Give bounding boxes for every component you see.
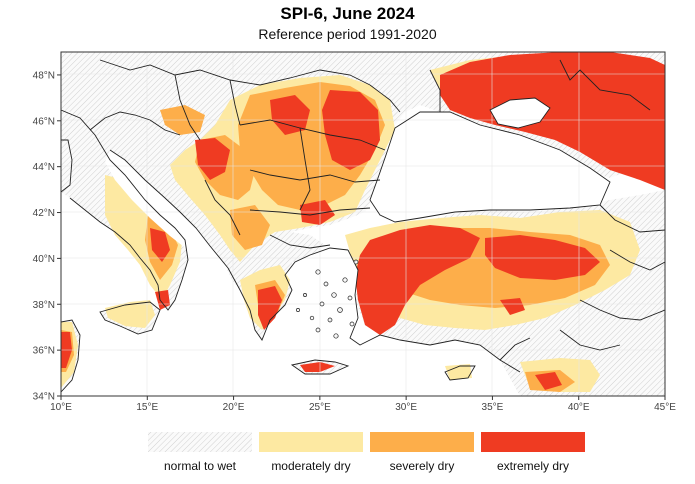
legend-label-normal-to-wet: normal to wet — [163, 459, 237, 473]
aegean-sea — [285, 248, 358, 352]
plot-frame — [60, 51, 666, 397]
legend — [148, 432, 585, 452]
legend-swatch-normal-to-wet — [148, 432, 252, 452]
legend-swatch-moderately-dry — [259, 432, 363, 452]
x-tick-label: 15°E — [136, 402, 158, 413]
legend-label-moderately-dry: moderately dry — [271, 459, 351, 473]
x-tick-label: 25°E — [309, 402, 331, 413]
sea-layer — [105, 98, 610, 352]
y-tick-label: 42°N — [33, 208, 55, 219]
legend-label-extremely-dry: extremely dry — [496, 459, 570, 473]
y-tick-label: 46°N — [33, 116, 55, 127]
legend-label-severely-dry: severely dry — [389, 459, 455, 473]
y-tick-label: 34°N — [33, 392, 55, 403]
x-tick-label: 35°E — [482, 402, 504, 413]
x-tick-label: 30°E — [395, 402, 417, 413]
country-borders — [61, 59, 665, 393]
adriatic-sea — [105, 150, 228, 280]
graticule — [61, 52, 665, 396]
legend-swatch-severely-dry — [370, 432, 474, 452]
map-title: SPI-6, June 2024 — [280, 4, 415, 23]
black-sea — [370, 112, 610, 222]
drought-layer — [61, 52, 665, 392]
x-tick-label: 45°E — [654, 402, 676, 413]
aegean-islands — [296, 259, 359, 339]
y-axis-ticks: 34°N 36°N 38°N 40°N 42°N 44°N 46°N 48°N — [33, 70, 61, 403]
y-tick-label: 36°N — [33, 346, 55, 357]
sea-of-azov — [490, 98, 550, 128]
y-tick-label: 40°N — [33, 254, 55, 265]
map-subtitle: Reference period 1991-2020 — [258, 26, 437, 42]
x-tick-label: 10°E — [50, 402, 72, 413]
x-tick-label: 40°E — [568, 402, 590, 413]
x-axis-ticks: 10°E 15°E 20°E 25°E 30°E 35°E 40°E 45°E — [50, 396, 676, 413]
y-tick-label: 38°N — [33, 300, 55, 311]
legend-swatch-extremely-dry — [481, 432, 585, 452]
extremely-dry-areas — [61, 52, 665, 390]
x-tick-label: 20°E — [223, 402, 245, 413]
y-tick-label: 44°N — [33, 162, 55, 173]
y-tick-label: 48°N — [33, 70, 55, 81]
